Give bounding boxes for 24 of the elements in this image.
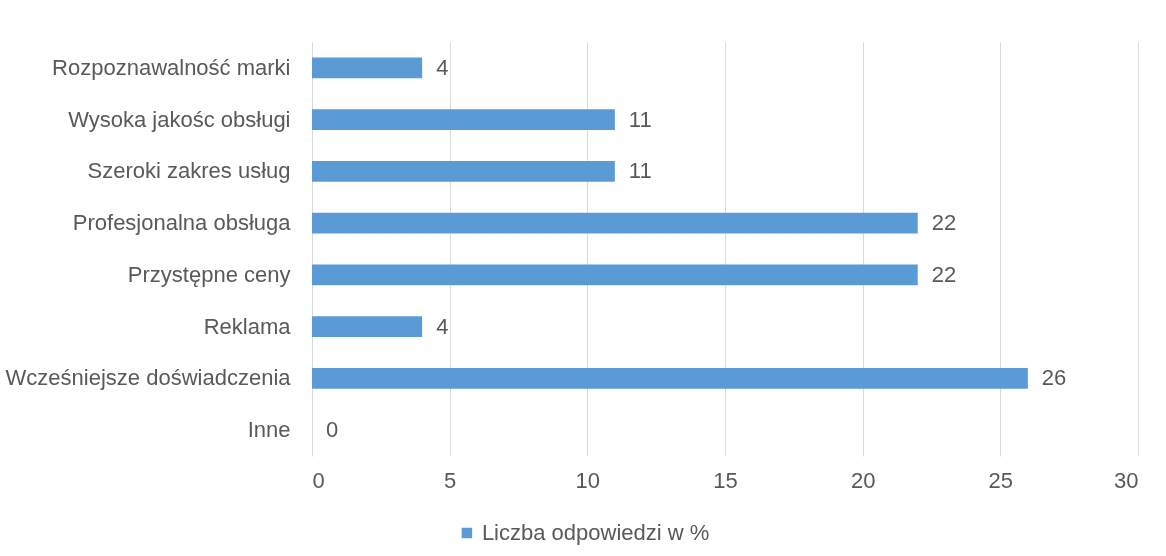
x-tick-label: 10 [575,467,601,493]
data-label: 22 [931,210,957,236]
data-label: 0 [326,417,339,443]
data-label: 11 [628,158,652,184]
y-tick-label: Przystępne ceny [127,261,291,287]
x-tick-label: 20 [850,467,876,493]
y-tick-label: Reklama [203,313,292,339]
x-tick-label: 5 [444,467,457,493]
data-label: 4 [436,54,449,80]
x-tick-label: 0 [312,467,325,493]
y-tick-label: Inne [247,417,291,443]
data-label: 26 [1041,365,1067,391]
y-tick-label: Szeroki zakres usług [87,158,291,184]
x-tick-label: 30 [1114,467,1139,493]
y-tick-label: Rozpoznawalność marki [52,54,291,80]
y-tick-label: Wcześniejsze doświadczenia [5,365,292,391]
data-label: 11 [628,106,652,132]
data-label: 22 [931,261,957,287]
data-label: 4 [436,313,449,339]
y-tick-label: Profesjonalna obsługa [72,210,292,236]
legend-label: Liczba odpowiedzi w % [481,520,710,545]
x-tick-label: 15 [713,467,738,493]
y-tick-label: Wysoka jakośc obsługi [68,106,291,132]
x-tick-label: 25 [988,467,1014,493]
